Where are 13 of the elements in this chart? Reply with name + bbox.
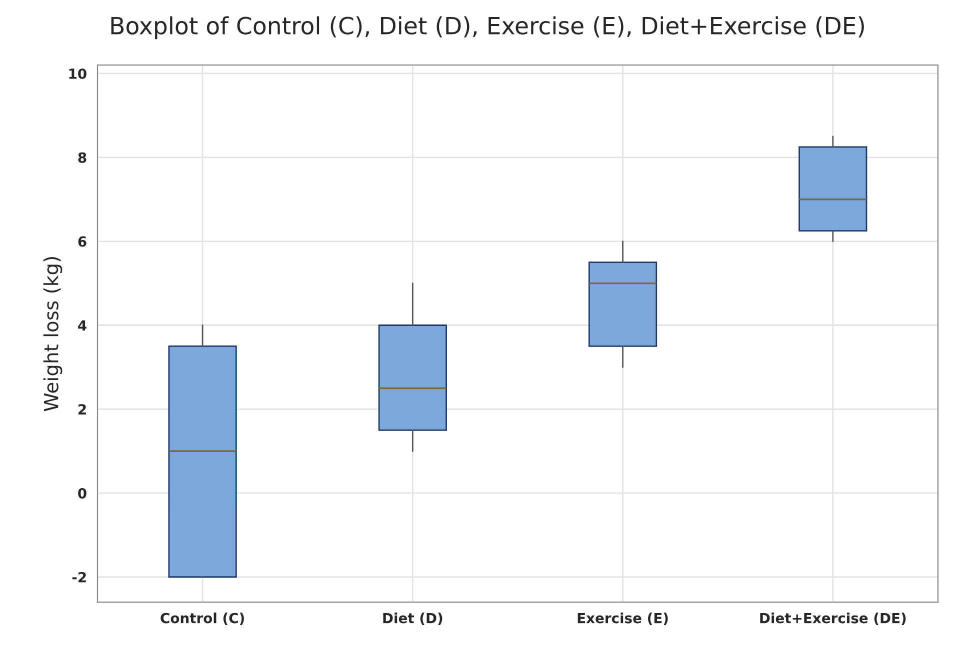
y-tick-label: 0 bbox=[78, 488, 86, 499]
y-axis-title: Weight loss (kg) bbox=[43, 257, 62, 412]
y-tick-label: -2 bbox=[72, 572, 86, 582]
y-tick-label: 10 bbox=[69, 68, 86, 79]
x-tick-label: Diet+Exercise (DE) bbox=[760, 612, 906, 625]
y-tick-label: 2 bbox=[78, 404, 86, 414]
y-tick-label: 4 bbox=[78, 320, 86, 331]
y-tick-label: 8 bbox=[78, 152, 86, 163]
x-tick-label: Diet (D) bbox=[383, 612, 442, 625]
x-tick-label: Control (C) bbox=[160, 612, 244, 625]
y-tick-label: 6 bbox=[78, 236, 86, 247]
chart-title: Boxplot of Control (C), Diet (D), Exercise (E), Diet+Exercise (DE) bbox=[111, 16, 864, 40]
x-tick-label: Exercise (E) bbox=[578, 612, 668, 625]
